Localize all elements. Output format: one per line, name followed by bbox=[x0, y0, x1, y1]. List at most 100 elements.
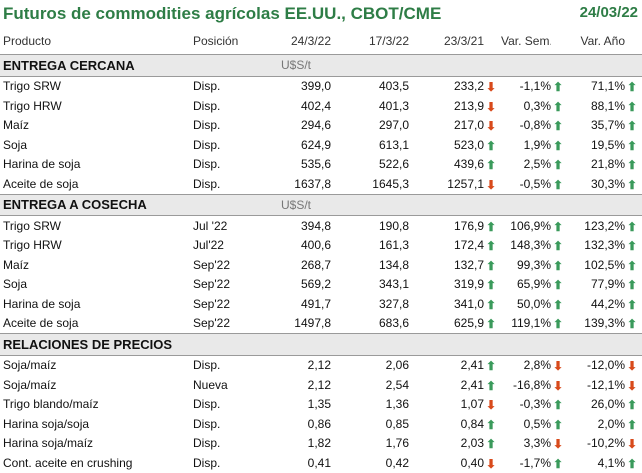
value-date-3: 172,4 bbox=[453, 238, 484, 253]
title-bar: Futuros de commodities agrícolas EE.UU.,… bbox=[0, 0, 642, 28]
position-cell: Disp. bbox=[193, 176, 221, 191]
product-name: Soja bbox=[3, 277, 28, 292]
up-arrow-icon: ⬆ bbox=[552, 297, 564, 312]
table-row: Soja Sep'22 569,2 343,1 319,9 ⬆ 65,9% ⬆ 77,9% ⬆ bbox=[0, 275, 642, 295]
value-date-3: 341,0 bbox=[453, 296, 484, 311]
position-cell: Disp. bbox=[193, 358, 221, 373]
section-unit: U$S/t bbox=[253, 54, 642, 77]
weekly-change: 119,1% bbox=[511, 316, 551, 331]
section-header-entrega-a-cosecha: ENTREGA A COSECHA U$S/t bbox=[0, 193, 642, 216]
section-header-relaciones-de-precios: RELACIONES DE PRECIOS bbox=[0, 333, 642, 356]
position-cell: Disp. bbox=[193, 118, 221, 133]
weekly-change: -0,3% bbox=[519, 397, 551, 412]
down-arrow-icon: ⬇ bbox=[485, 456, 497, 471]
table-row: Soja/maíz Disp. 2,12 2,06 2,41 ⬆ 2,8% ⬇ -12,0% ⬇ bbox=[0, 355, 642, 375]
product-name: Trigo HRW bbox=[3, 238, 62, 253]
down-arrow-icon: ⬇ bbox=[485, 80, 497, 95]
product-name: Harina soja/maíz bbox=[3, 436, 94, 451]
yearly-change: 2,0% bbox=[597, 416, 625, 431]
column-header-date-3: 23/3/21 bbox=[443, 34, 484, 48]
position-cell: Sep'22 bbox=[193, 316, 230, 331]
value-date-1: 491,7 bbox=[300, 296, 331, 311]
down-arrow-icon: ⬇ bbox=[626, 378, 638, 393]
table-row: Harina soja/soja Disp. 0,86 0,85 0,84 ⬆ 0,5% ⬆ 2… bbox=[0, 414, 642, 434]
table-row: Aceite de soja Disp. 1637,8 1645,3 1257,1 ⬇ -0… bbox=[0, 174, 642, 194]
weekly-change: -0,5% bbox=[519, 176, 551, 191]
section-title: RELACIONES DE PRECIOS bbox=[0, 333, 253, 356]
yearly-change: 30,3% bbox=[590, 176, 625, 191]
weekly-change: 148,3% bbox=[510, 238, 551, 253]
yearly-change: 4,1% bbox=[597, 455, 625, 470]
weekly-change: 50,0% bbox=[516, 296, 551, 311]
up-arrow-icon: ⬆ bbox=[626, 258, 638, 273]
value-date-1: 1,82 bbox=[307, 436, 331, 451]
down-arrow-icon: ⬇ bbox=[485, 119, 497, 134]
value-date-1: 0,86 bbox=[307, 416, 331, 431]
up-arrow-icon: ⬆ bbox=[552, 456, 564, 471]
value-date-1: 400,6 bbox=[300, 238, 331, 253]
value-date-1: 394,8 bbox=[300, 218, 331, 233]
down-arrow-icon: ⬇ bbox=[552, 437, 564, 452]
value-date-1: 294,6 bbox=[300, 118, 331, 133]
up-arrow-icon: ⬆ bbox=[552, 80, 564, 95]
weekly-change: -0,8% bbox=[519, 118, 551, 133]
value-date-2: 613,1 bbox=[378, 137, 409, 152]
up-arrow-icon: ⬆ bbox=[626, 317, 638, 332]
weekly-change: -1,7% bbox=[519, 455, 551, 470]
down-arrow-icon: ⬇ bbox=[485, 177, 497, 192]
product-name: Cont. aceite en crushing bbox=[3, 455, 133, 470]
weekly-change: 1,9% bbox=[523, 137, 551, 152]
value-date-3: 319,9 bbox=[453, 277, 484, 292]
up-arrow-icon: ⬆ bbox=[626, 177, 638, 192]
yearly-change: 21,8% bbox=[590, 157, 625, 172]
section-unit: U$S/t bbox=[253, 193, 642, 216]
up-arrow-icon: ⬆ bbox=[626, 297, 638, 312]
up-arrow-icon: ⬆ bbox=[485, 359, 497, 374]
up-arrow-icon: ⬆ bbox=[485, 417, 497, 432]
value-date-2: 161,3 bbox=[378, 238, 409, 253]
down-arrow-icon: ⬇ bbox=[626, 359, 638, 374]
table-row: Cont. aceite en crushing Disp. 0,41 0,42 0,4… bbox=[0, 453, 642, 473]
down-arrow-icon: ⬇ bbox=[552, 359, 564, 374]
column-header-year-change: Var. Año bbox=[580, 34, 625, 48]
up-arrow-icon: ⬆ bbox=[552, 317, 564, 332]
up-arrow-icon: ⬆ bbox=[552, 398, 564, 413]
value-date-2: 1,76 bbox=[385, 436, 409, 451]
up-arrow-icon: ⬆ bbox=[485, 317, 497, 332]
yearly-change: -12,1% bbox=[586, 377, 625, 392]
product-name: Trigo SRW bbox=[3, 79, 62, 94]
product-name: Soja/maíz bbox=[3, 358, 57, 373]
value-date-2: 2,06 bbox=[385, 358, 409, 373]
up-arrow-icon: ⬆ bbox=[552, 239, 564, 254]
value-date-3: 213,9 bbox=[453, 98, 484, 113]
value-date-2: 683,6 bbox=[378, 316, 409, 331]
yearly-change: 35,7% bbox=[590, 118, 625, 133]
section-header-entrega-cercana: ENTREGA CERCANA U$S/t bbox=[0, 54, 642, 77]
weekly-change: 106,9% bbox=[510, 218, 551, 233]
down-arrow-icon: ⬇ bbox=[485, 99, 497, 114]
down-arrow-icon: ⬇ bbox=[485, 398, 497, 413]
position-cell: Disp. bbox=[193, 79, 221, 94]
up-arrow-icon: ⬆ bbox=[552, 177, 564, 192]
yearly-change: 102,5% bbox=[584, 257, 625, 272]
position-cell: Disp. bbox=[193, 137, 221, 152]
yearly-change: 19,5% bbox=[590, 137, 625, 152]
table-row: Soja Disp. 624,9 613,1 523,0 ⬆ 1,9% ⬆ 19,5% ⬆ bbox=[0, 135, 642, 155]
value-date-2: 0,85 bbox=[385, 416, 409, 431]
product-name: Aceite de soja bbox=[3, 316, 79, 331]
value-date-3: 1,07 bbox=[460, 397, 484, 412]
weekly-change: 99,3% bbox=[516, 257, 551, 272]
up-arrow-icon: ⬆ bbox=[485, 378, 497, 393]
up-arrow-icon: ⬆ bbox=[626, 138, 638, 153]
up-arrow-icon: ⬆ bbox=[552, 417, 564, 432]
value-date-2: 403,5 bbox=[378, 79, 409, 94]
value-date-1: 0,41 bbox=[307, 455, 331, 470]
position-cell: Disp. bbox=[193, 436, 221, 451]
table-row: Harina soja/maíz Disp. 1,82 1,76 2,03 ⬆ 3,3% ⬇ -… bbox=[0, 434, 642, 454]
value-date-3: 1257,1 bbox=[447, 176, 484, 191]
weekly-change: 2,8% bbox=[523, 358, 551, 373]
position-cell: Jul'22 bbox=[193, 238, 224, 253]
down-arrow-icon: ⬇ bbox=[626, 437, 638, 452]
weekly-change: -16,8% bbox=[512, 377, 551, 392]
position-cell: Nueva bbox=[193, 377, 228, 392]
